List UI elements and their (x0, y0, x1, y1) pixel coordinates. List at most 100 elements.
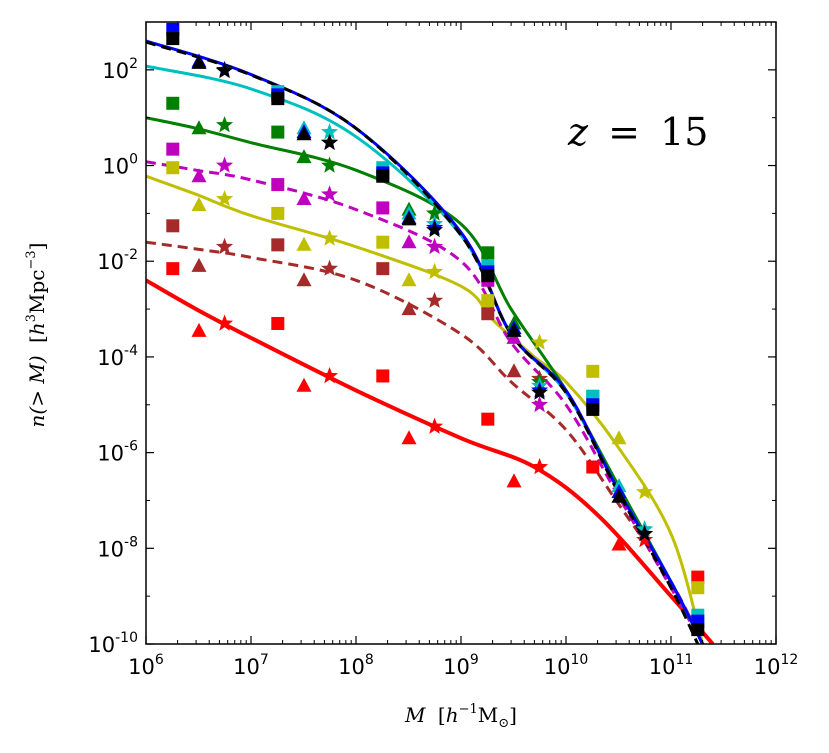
star-marker-green (321, 156, 339, 173)
tick-labels-layer: 106 107 108 109 1010 1011 1012 10-10 10-8 10-6 10-… (88, 56, 798, 679)
triangle-marker-black (401, 211, 417, 226)
y-tick-label: 10-4 (97, 343, 138, 370)
triangle-marker-olive (401, 272, 417, 287)
triangle-marker-black (191, 54, 207, 69)
triangle-marker-red (191, 322, 207, 337)
square-marker-magenta (271, 178, 285, 192)
square-marker-black (376, 169, 390, 183)
star-marker-olive (426, 262, 444, 280)
triangle-marker-red (401, 430, 417, 445)
triangle-marker-magenta (401, 234, 417, 249)
y-tick-label: 100 (102, 152, 138, 179)
star-marker-magenta (321, 185, 339, 202)
triangle-marker-brown (191, 257, 207, 272)
square-marker-brown (166, 219, 180, 233)
y-tick-label: 10-8 (97, 534, 138, 561)
triangle-marker-black (611, 488, 627, 503)
square-marker-magenta (166, 142, 180, 156)
square-marker-black (691, 623, 705, 637)
star-marker-black (321, 133, 339, 150)
triangle-marker-green (191, 120, 207, 135)
star-marker-red (636, 530, 654, 548)
triangle-marker-red (611, 536, 627, 551)
star-marker-brown (216, 237, 234, 255)
square-marker-magenta (376, 201, 390, 215)
triangle-marker-olive (296, 236, 312, 251)
triangle-marker-magenta (191, 168, 207, 183)
square-marker-red (586, 460, 600, 474)
x-tick-label: 1012 (754, 652, 799, 679)
triangle-marker-olive (611, 430, 627, 445)
square-marker-black (481, 269, 495, 283)
x-tick-label: 1010 (544, 652, 589, 679)
triangle-marker-red (506, 473, 522, 488)
square-marker-olive (586, 364, 600, 378)
square-marker-red (481, 412, 495, 426)
square-marker-olive (271, 206, 285, 220)
star-marker-olive (321, 229, 339, 246)
triangle-marker-red (296, 377, 312, 392)
y-tick-label: 10-10 (88, 630, 138, 657)
star-marker-red (216, 314, 234, 331)
square-marker-brown (376, 262, 390, 276)
square-marker-red (691, 570, 705, 584)
x-axis-title: M [h−1M⊙] (404, 702, 517, 731)
star-marker-green (216, 116, 234, 133)
star-marker-magenta (531, 395, 549, 413)
triangle-marker-brown (296, 272, 312, 287)
y-tick-label: 10-6 (97, 439, 138, 466)
series-line-black (146, 40, 700, 644)
star-marker-brown (321, 259, 339, 276)
series-layer (146, 22, 715, 644)
square-marker-green (481, 246, 495, 260)
square-marker-red (376, 369, 390, 383)
triangle-marker-olive (191, 197, 207, 211)
star-marker-black (531, 383, 549, 400)
x-tick-label: 107 (233, 652, 269, 679)
square-marker-olive (166, 161, 180, 175)
y-axis-title: n(> M) [h3Mpc−3] (24, 243, 49, 428)
triangle-marker-green (296, 149, 312, 164)
triangle-marker-magenta (296, 191, 312, 205)
square-marker-green (271, 125, 285, 139)
square-marker-green (166, 96, 180, 110)
star-marker-olive (636, 483, 654, 500)
square-marker-olive (691, 581, 705, 595)
triangle-marker-brown (506, 363, 522, 378)
star-marker-red (426, 417, 444, 434)
star-marker-red (321, 367, 339, 384)
triangle-marker-brown (401, 301, 417, 316)
star-marker-olive (531, 333, 549, 350)
x-tick-label: 1011 (649, 652, 694, 679)
square-marker-olive (481, 294, 495, 308)
square-marker-brown (481, 307, 495, 321)
square-marker-red (271, 316, 285, 330)
star-marker-olive (216, 190, 234, 207)
star-marker-cyan (321, 123, 339, 140)
star-marker-brown (426, 291, 444, 308)
star-marker-magenta (426, 237, 444, 255)
star-marker-magenta (216, 156, 234, 173)
star-marker-black (636, 524, 654, 542)
y-tick-label: 102 (102, 56, 138, 83)
ticks-layer (145, 21, 777, 645)
x-tick-label: 106 (128, 652, 164, 679)
triangle-marker-black (296, 126, 312, 141)
x-tick-label: 109 (443, 652, 479, 679)
square-marker-black (586, 402, 600, 416)
y-tick-label: 10-2 (97, 247, 138, 274)
star-marker-red (531, 458, 549, 475)
square-marker-red (166, 262, 180, 276)
square-marker-olive (376, 235, 390, 249)
star-marker-black (216, 61, 234, 79)
triangle-marker-black (506, 322, 522, 337)
square-marker-black (166, 32, 180, 46)
square-marker-brown (271, 238, 285, 252)
square-marker-black (271, 92, 285, 106)
plot-background (146, 22, 776, 644)
redshift-annotation: z = 15 (567, 110, 708, 154)
x-tick-label: 108 (338, 652, 374, 679)
star-marker-black (426, 221, 444, 238)
star-marker-green (426, 204, 444, 221)
